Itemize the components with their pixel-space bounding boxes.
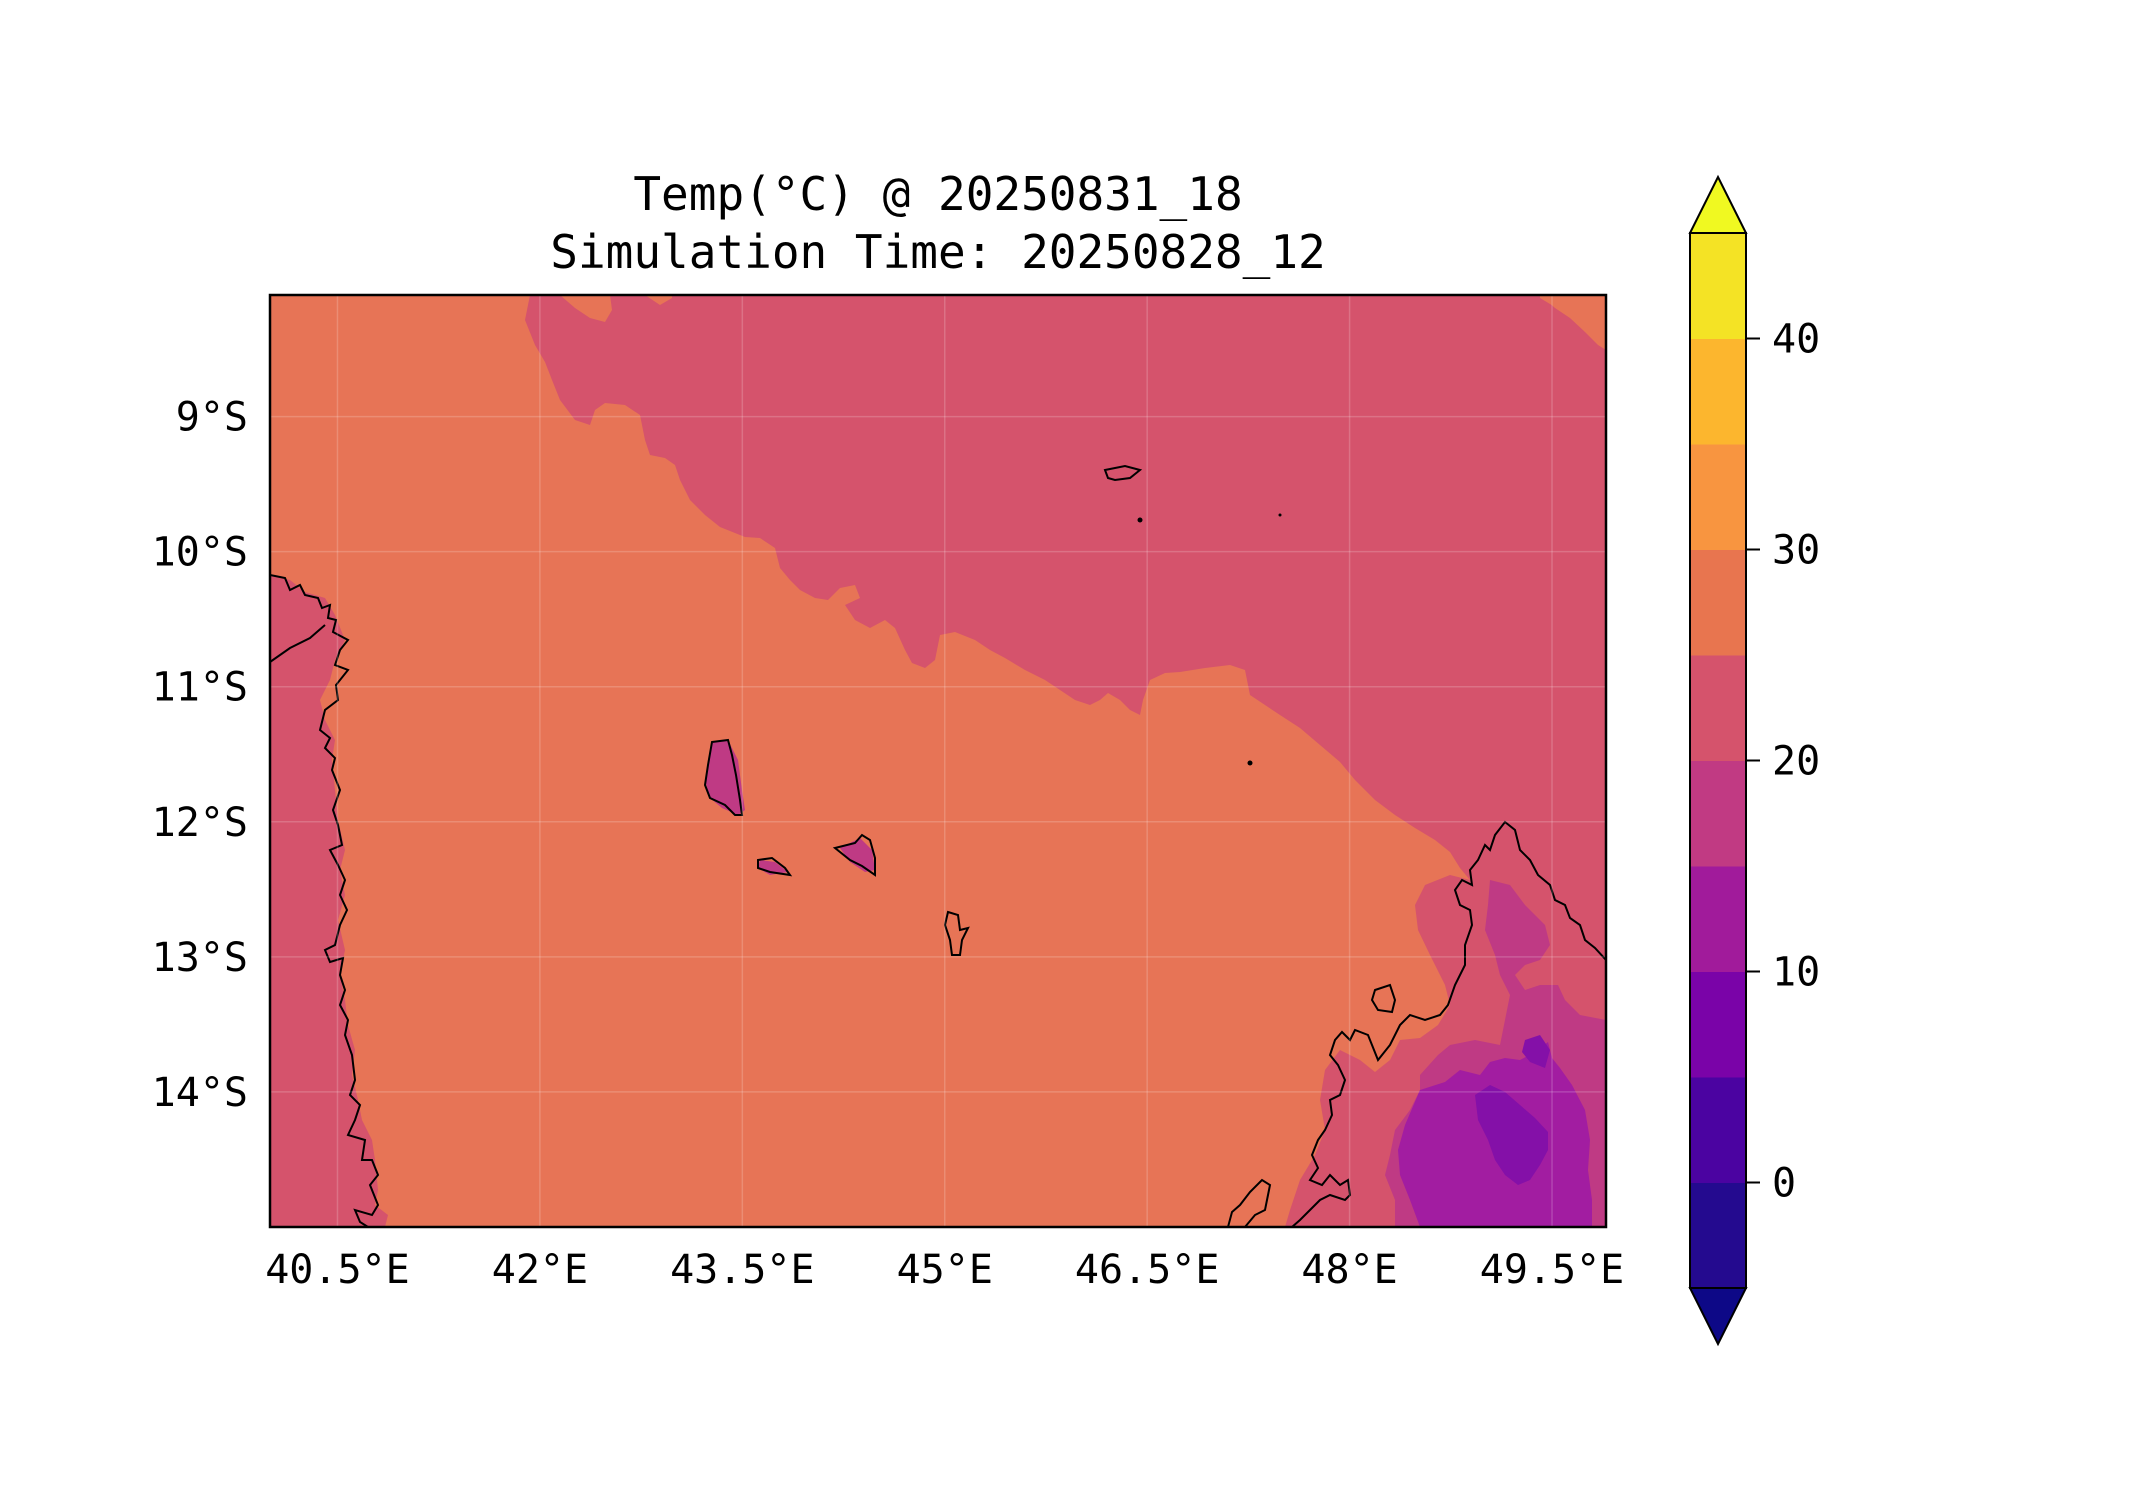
- map-panel[interactable]: [270, 295, 1606, 1227]
- lon-tick-label: 49.5°E: [1480, 1247, 1625, 1293]
- temp-band-20-25-north: [525, 295, 1606, 880]
- coastline-mozambique-north: [270, 624, 326, 663]
- colorbar-segment: [1690, 971, 1746, 1078]
- coastline-glorieuses: [1103, 464, 1143, 482]
- colorbar-segment: [1690, 549, 1746, 656]
- map-frame: [268, 293, 1608, 1229]
- lat-tick-label: 13°S: [152, 935, 248, 981]
- coastlines: [270, 464, 1606, 1227]
- lon-tick-label: 42°E: [492, 1247, 588, 1293]
- coastline-nosy-be: [1370, 983, 1397, 1014]
- colorbar-segment: [1690, 1077, 1746, 1183]
- coastline-mozambique: [270, 574, 380, 1227]
- lat-tick-label: 12°S: [152, 800, 248, 846]
- islet-3: [1278, 513, 1282, 517]
- temp-band-25-30-notch: [560, 295, 612, 322]
- colorbar-segment: [1690, 1182, 1746, 1289]
- lon-tick-label: 48°E: [1301, 1247, 1397, 1293]
- lon-tick-label: 45°E: [897, 1247, 993, 1293]
- coastline-moheli: [757, 856, 793, 877]
- lon-tick-labels: 40.5°E 42°E 43.5°E 45°E 46.5°E 48°E 49.5°E: [265, 1247, 1624, 1293]
- colorbar-segment: [1690, 338, 1746, 445]
- map-islets: [1137, 513, 1282, 766]
- colorbar-segment: [1690, 233, 1746, 339]
- coastline-madagascar: [1291, 820, 1606, 1227]
- temp-band-20-25-west: [270, 575, 388, 1227]
- temp-band-5-10-madagascar-2: [1522, 1035, 1550, 1068]
- coastline-mayotte: [943, 910, 970, 956]
- colorbar-segment: [1690, 655, 1746, 761]
- colorbar-segment: [1690, 866, 1746, 972]
- islet-1: [1137, 517, 1143, 523]
- coastline-madagascar-sw: [1227, 1178, 1272, 1227]
- colorbar-tick-label: 10: [1772, 950, 1820, 996]
- temp-band-15-20-grande-comore: [705, 740, 745, 815]
- islet-2: [1247, 760, 1253, 766]
- temp-band-5-10-madagascar: [1475, 1085, 1548, 1185]
- colorbar-extend-max: [1688, 174, 1748, 234]
- colorbar-tick-label: 0: [1772, 1161, 1796, 1207]
- temp-band-25-30-notch-2: [645, 295, 672, 305]
- colorbar-extend-min: [1688, 1287, 1748, 1347]
- map-gridlines: [270, 295, 1606, 1227]
- colorbar: 0 10 20 30 40: [1688, 174, 1820, 1347]
- colorbar-segment: [1690, 760, 1746, 867]
- colorbar-tick-label: 30: [1772, 528, 1820, 574]
- lon-tick-label: 40.5°E: [265, 1247, 410, 1293]
- lat-tick-label: 9°S: [176, 395, 248, 441]
- lat-tick-labels: 9°S 10°S 11°S 12°S 13°S 14°S: [152, 395, 248, 1116]
- coastline-anjouan: [832, 833, 876, 877]
- coastline-grande-comore: [703, 738, 744, 816]
- lon-tick-label: 43.5°E: [670, 1247, 815, 1293]
- lat-tick-label: 11°S: [152, 665, 248, 711]
- lat-tick-label: 14°S: [152, 1070, 248, 1116]
- map-title-line2: Simulation Time: 20250828_12: [550, 225, 1325, 279]
- temp-band-15-20-anjouan: [840, 838, 875, 872]
- lat-tick-label: 10°S: [152, 530, 248, 576]
- colorbar-tick-label: 20: [1772, 739, 1820, 785]
- temp-band-25-30-notch-ne: [1540, 295, 1606, 350]
- colorbar-tick-label: 40: [1772, 317, 1820, 363]
- colorbar-segment: [1690, 444, 1746, 550]
- lon-tick-label: 46.5°E: [1075, 1247, 1220, 1293]
- map-title-line1: Temp(°C) @ 20250831_18: [633, 167, 1242, 221]
